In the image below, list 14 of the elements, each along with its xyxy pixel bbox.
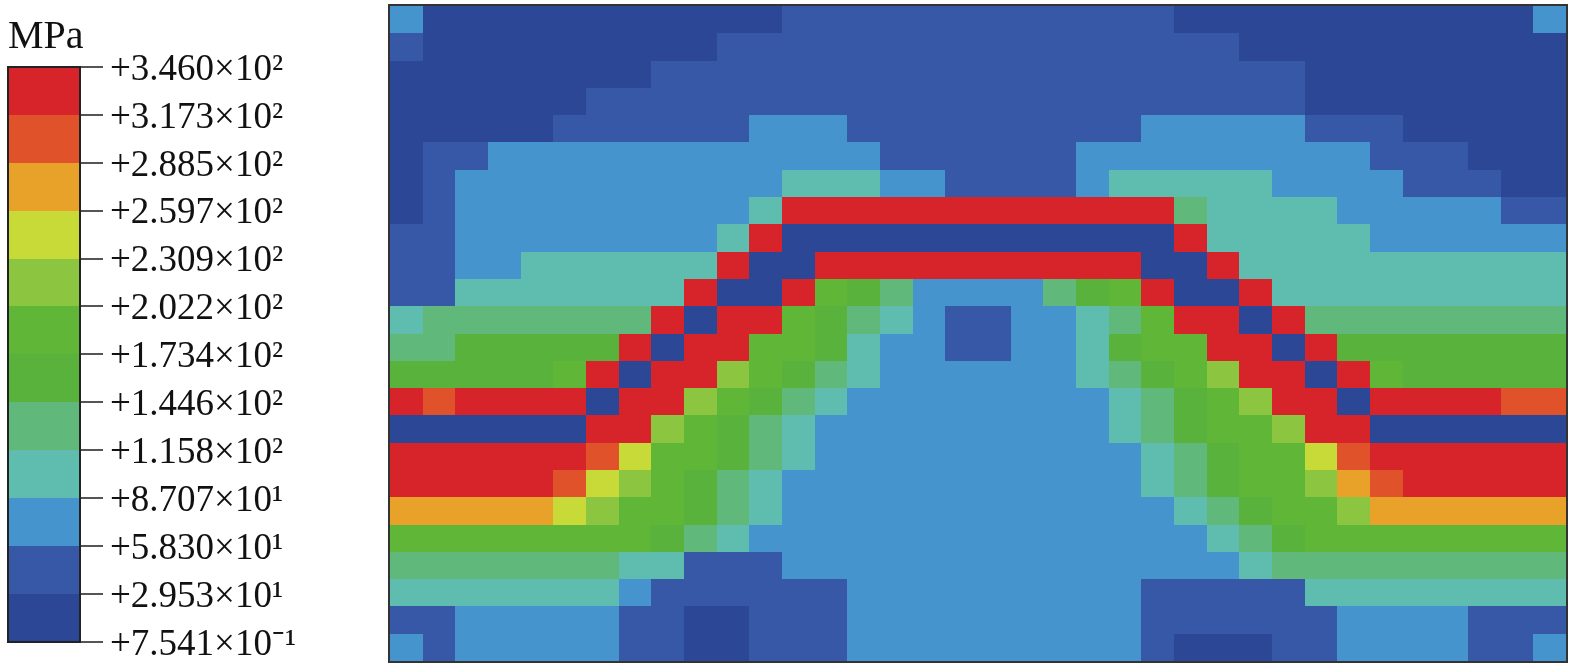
color-bar-label: +2.309×10² (109, 238, 283, 280)
color-bar-label: +2.885×10² (109, 142, 283, 184)
color-bar-label: +1.446×10² (109, 382, 283, 424)
color-bar-label: +3.173×10² (109, 94, 283, 136)
color-bar-label: +5.830×10¹ (109, 525, 283, 567)
color-bar-label: +7.541×10⁻¹ (109, 621, 296, 663)
color-bar-label: +3.460×10² (109, 46, 283, 88)
color-bar-label: +1.734×10² (109, 334, 283, 376)
color-bar-label: +2.597×10² (109, 190, 283, 232)
color-bar-label: +2.953×10¹ (109, 573, 283, 615)
color-bar-title: MPa (8, 12, 84, 57)
color-bar-label: +2.022×10² (109, 286, 283, 328)
color-bar-label: +1.158×10² (109, 430, 283, 472)
color-bar-label: +8.707×10¹ (109, 478, 283, 519)
